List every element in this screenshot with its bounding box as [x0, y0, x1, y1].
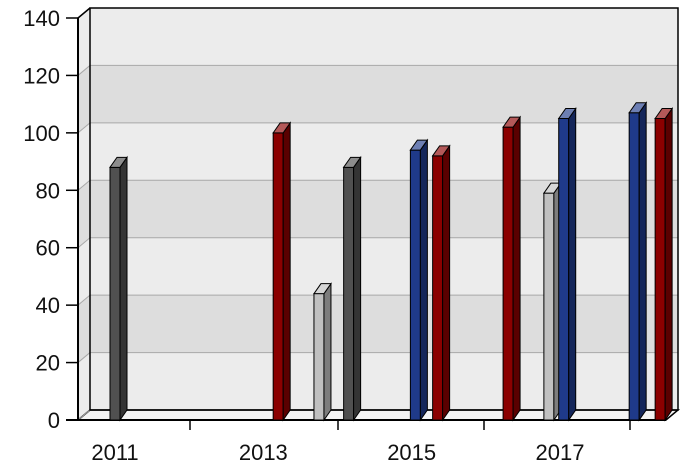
bar-front	[558, 118, 570, 421]
bar	[502, 115, 522, 422]
bar-top	[342, 156, 362, 168]
bar-top	[109, 156, 128, 168]
bar-side	[568, 106, 577, 422]
side-wall-band	[78, 295, 90, 363]
bar-side	[323, 282, 332, 422]
plot-walls	[75, 8, 681, 421]
x-axis-ticks: 2011 2013 2015 2017	[91, 420, 631, 465]
side-wall-band	[78, 352, 90, 420]
bar-top	[502, 116, 522, 128]
wall-band	[90, 8, 678, 66]
bar-side	[664, 106, 673, 422]
y-tick-label: 0	[48, 408, 60, 433]
bar	[312, 282, 332, 422]
bar-front	[654, 118, 666, 421]
bar-top	[628, 102, 648, 114]
x-tick-label: 2017	[536, 440, 585, 465]
wall-band	[90, 65, 678, 123]
bars	[109, 101, 674, 422]
bar-front	[432, 155, 444, 421]
wall-band	[90, 237, 678, 296]
bar-front	[409, 149, 421, 421]
side-wall-band	[78, 122, 90, 191]
bar	[431, 144, 451, 422]
bar	[409, 138, 429, 422]
bar-front	[543, 192, 555, 421]
x-tick-label: 2011	[91, 440, 138, 465]
gridline-side	[77, 294, 91, 306]
gridline-side	[77, 352, 91, 363]
side-wall-band	[78, 237, 90, 306]
side-wall-band	[78, 65, 90, 133]
top-edge	[77, 7, 91, 19]
wall-band	[90, 122, 678, 181]
y-tick-label: 60	[36, 236, 60, 261]
bar	[109, 155, 128, 422]
bar	[628, 101, 648, 422]
side-wall-band	[78, 180, 90, 248]
y-tick-label: 20	[36, 351, 60, 376]
wall-band	[90, 295, 678, 353]
bar-side	[419, 138, 428, 422]
bar-side	[442, 144, 451, 422]
x-tick-label: 2015	[387, 440, 436, 465]
y-tick-label: 40	[36, 293, 60, 318]
y-tick-label: 120	[23, 63, 60, 88]
x-tick-label: 2013	[239, 440, 288, 465]
bar-top	[409, 139, 429, 151]
bar	[272, 121, 292, 422]
bar-top	[272, 122, 292, 134]
bar-front	[109, 166, 121, 421]
bar-front	[313, 293, 325, 421]
bar	[557, 106, 577, 422]
bar-side	[282, 121, 291, 422]
gridline-side	[77, 409, 91, 421]
y-tick-label: 80	[36, 178, 60, 203]
gridline-side	[77, 65, 91, 76]
y-tick-label: 140	[23, 6, 60, 31]
bar-top	[654, 108, 674, 119]
bar	[342, 155, 362, 422]
y-tick-label: 100	[23, 121, 60, 146]
bar-front	[343, 166, 355, 421]
back-frame	[89, 7, 679, 411]
bar-front	[502, 126, 514, 421]
side-wall-band	[78, 8, 90, 76]
bar-side	[353, 155, 362, 422]
bar-side	[512, 115, 521, 422]
y-axis-ticks: 0 20 40 60 80 100 120 140	[23, 6, 78, 433]
bar-front	[272, 132, 284, 421]
gridline-side	[77, 179, 91, 191]
bar-front	[628, 112, 640, 421]
bar-side	[119, 155, 128, 422]
floor	[75, 409, 681, 421]
gridline-side	[77, 237, 91, 249]
bar-top	[312, 283, 332, 295]
bar	[654, 106, 674, 422]
wall-band	[90, 180, 678, 238]
wall-band	[90, 352, 678, 410]
bar-side	[638, 101, 647, 422]
bar-top	[431, 145, 451, 157]
bar-top	[557, 108, 577, 119]
gridline-side	[77, 122, 91, 134]
